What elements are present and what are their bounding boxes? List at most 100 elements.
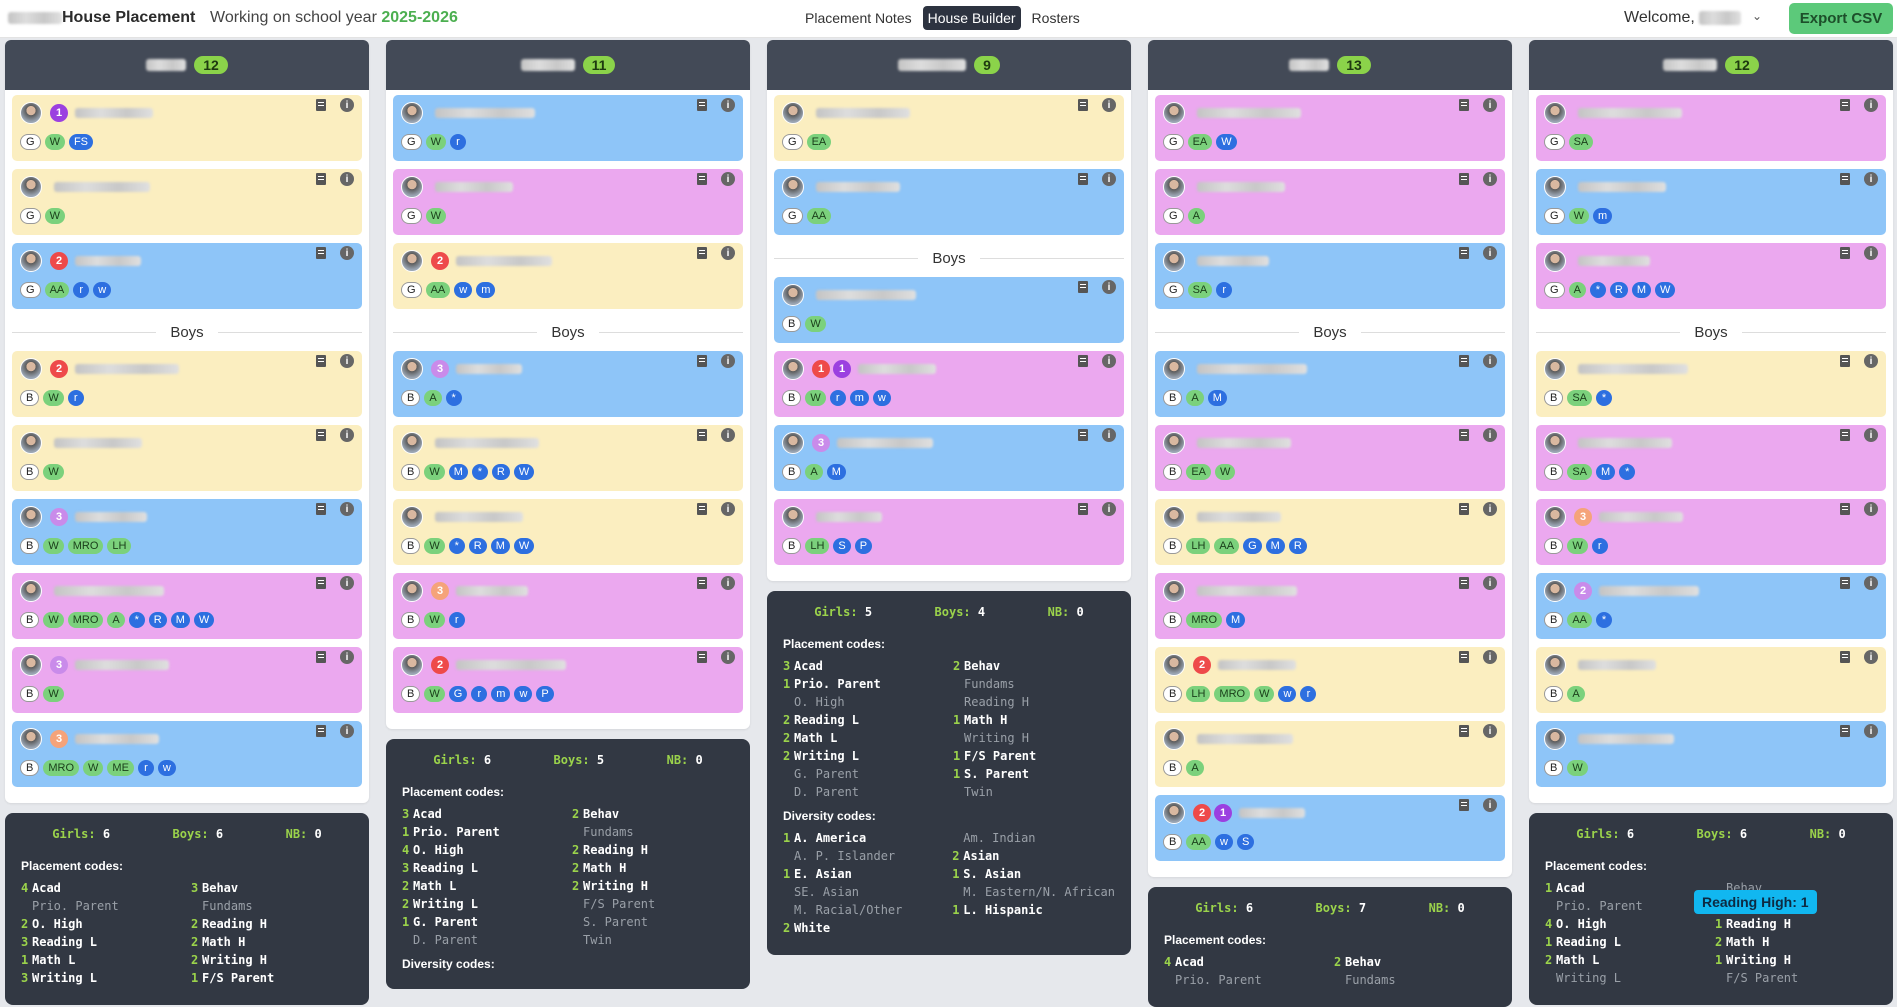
- notes-icon[interactable]: [1459, 429, 1469, 441]
- info-icon[interactable]: i: [1483, 428, 1497, 442]
- notes-icon[interactable]: [1459, 173, 1469, 185]
- notes-icon[interactable]: [697, 651, 707, 663]
- notes-icon[interactable]: [697, 247, 707, 259]
- student-card[interactable]: i B MRO M: [1155, 573, 1505, 639]
- info-icon[interactable]: i: [1864, 98, 1878, 112]
- info-icon[interactable]: i: [1864, 724, 1878, 738]
- info-icon[interactable]: i: [340, 724, 354, 738]
- notes-icon[interactable]: [1459, 355, 1469, 367]
- notes-icon[interactable]: [697, 355, 707, 367]
- notes-icon[interactable]: [316, 503, 326, 515]
- info-icon[interactable]: i: [340, 98, 354, 112]
- info-icon[interactable]: i: [1864, 172, 1878, 186]
- notes-icon[interactable]: [1840, 429, 1850, 441]
- info-icon[interactable]: i: [721, 172, 735, 186]
- info-icon[interactable]: i: [1102, 502, 1116, 516]
- student-card[interactable]: i G SA: [1536, 95, 1886, 161]
- student-card[interactable]: i G AA: [774, 169, 1124, 235]
- student-card[interactable]: i B LH AA G M R: [1155, 499, 1505, 565]
- student-card[interactable]: 2 i G AA r w: [12, 243, 362, 309]
- info-icon[interactable]: i: [1483, 798, 1497, 812]
- info-icon[interactable]: i: [1102, 354, 1116, 368]
- student-card[interactable]: 1 i G W FS: [12, 95, 362, 161]
- notes-icon[interactable]: [316, 577, 326, 589]
- notes-icon[interactable]: [1459, 799, 1469, 811]
- info-icon[interactable]: i: [340, 428, 354, 442]
- notes-icon[interactable]: [316, 651, 326, 663]
- notes-icon[interactable]: [697, 429, 707, 441]
- info-icon[interactable]: i: [721, 650, 735, 664]
- notes-icon[interactable]: [1078, 173, 1088, 185]
- info-icon[interactable]: i: [1864, 246, 1878, 260]
- info-icon[interactable]: i: [721, 246, 735, 260]
- notes-icon[interactable]: [1078, 281, 1088, 293]
- student-card[interactable]: i B EA W: [1155, 425, 1505, 491]
- student-card[interactable]: 3 i B W MRO LH: [12, 499, 362, 565]
- student-card[interactable]: 2 i B AA *: [1536, 573, 1886, 639]
- info-icon[interactable]: i: [1483, 246, 1497, 260]
- info-icon[interactable]: i: [340, 650, 354, 664]
- info-icon[interactable]: i: [340, 576, 354, 590]
- nav-rosters[interactable]: Rosters: [1031, 10, 1080, 26]
- notes-icon[interactable]: [1840, 503, 1850, 515]
- student-card[interactable]: i B SA M *: [1536, 425, 1886, 491]
- student-card[interactable]: 2 i G AA w m: [393, 243, 743, 309]
- chevron-down-icon[interactable]: ⌄: [1752, 9, 1763, 23]
- info-icon[interactable]: i: [340, 354, 354, 368]
- notes-icon[interactable]: [316, 725, 326, 737]
- info-icon[interactable]: i: [1483, 354, 1497, 368]
- student-card[interactable]: i B W * R M W: [393, 499, 743, 565]
- info-icon[interactable]: i: [340, 246, 354, 260]
- info-icon[interactable]: i: [1483, 502, 1497, 516]
- info-icon[interactable]: i: [340, 172, 354, 186]
- notes-icon[interactable]: [1459, 503, 1469, 515]
- info-icon[interactable]: i: [1102, 280, 1116, 294]
- notes-icon[interactable]: [316, 355, 326, 367]
- notes-icon[interactable]: [1840, 99, 1850, 111]
- notes-icon[interactable]: [1840, 725, 1850, 737]
- info-icon[interactable]: i: [1864, 354, 1878, 368]
- notes-icon[interactable]: [316, 173, 326, 185]
- info-icon[interactable]: i: [1483, 650, 1497, 664]
- notes-icon[interactable]: [697, 173, 707, 185]
- nav-placement-notes[interactable]: Placement Notes: [805, 10, 912, 26]
- info-icon[interactable]: i: [1864, 428, 1878, 442]
- student-card[interactable]: i G EA W: [1155, 95, 1505, 161]
- notes-icon[interactable]: [1840, 173, 1850, 185]
- info-icon[interactable]: i: [721, 98, 735, 112]
- student-card[interactable]: 3 i B MRO W ME r w: [12, 721, 362, 787]
- info-icon[interactable]: i: [721, 502, 735, 516]
- notes-icon[interactable]: [1078, 99, 1088, 111]
- notes-icon[interactable]: [1840, 247, 1850, 259]
- notes-icon[interactable]: [1459, 577, 1469, 589]
- notes-icon[interactable]: [1078, 503, 1088, 515]
- student-card[interactable]: i B W MRO A * R M W: [12, 573, 362, 639]
- info-icon[interactable]: i: [1483, 98, 1497, 112]
- info-icon[interactable]: i: [1864, 576, 1878, 590]
- notes-icon[interactable]: [1840, 577, 1850, 589]
- info-icon[interactable]: i: [1483, 724, 1497, 738]
- student-card[interactable]: i B W M * R W: [393, 425, 743, 491]
- notes-icon[interactable]: [1078, 429, 1088, 441]
- info-icon[interactable]: i: [1483, 172, 1497, 186]
- info-icon[interactable]: i: [721, 354, 735, 368]
- notes-icon[interactable]: [1078, 355, 1088, 367]
- info-icon[interactable]: i: [340, 502, 354, 516]
- export-csv-button[interactable]: Export CSV: [1789, 3, 1893, 34]
- info-icon[interactable]: i: [721, 576, 735, 590]
